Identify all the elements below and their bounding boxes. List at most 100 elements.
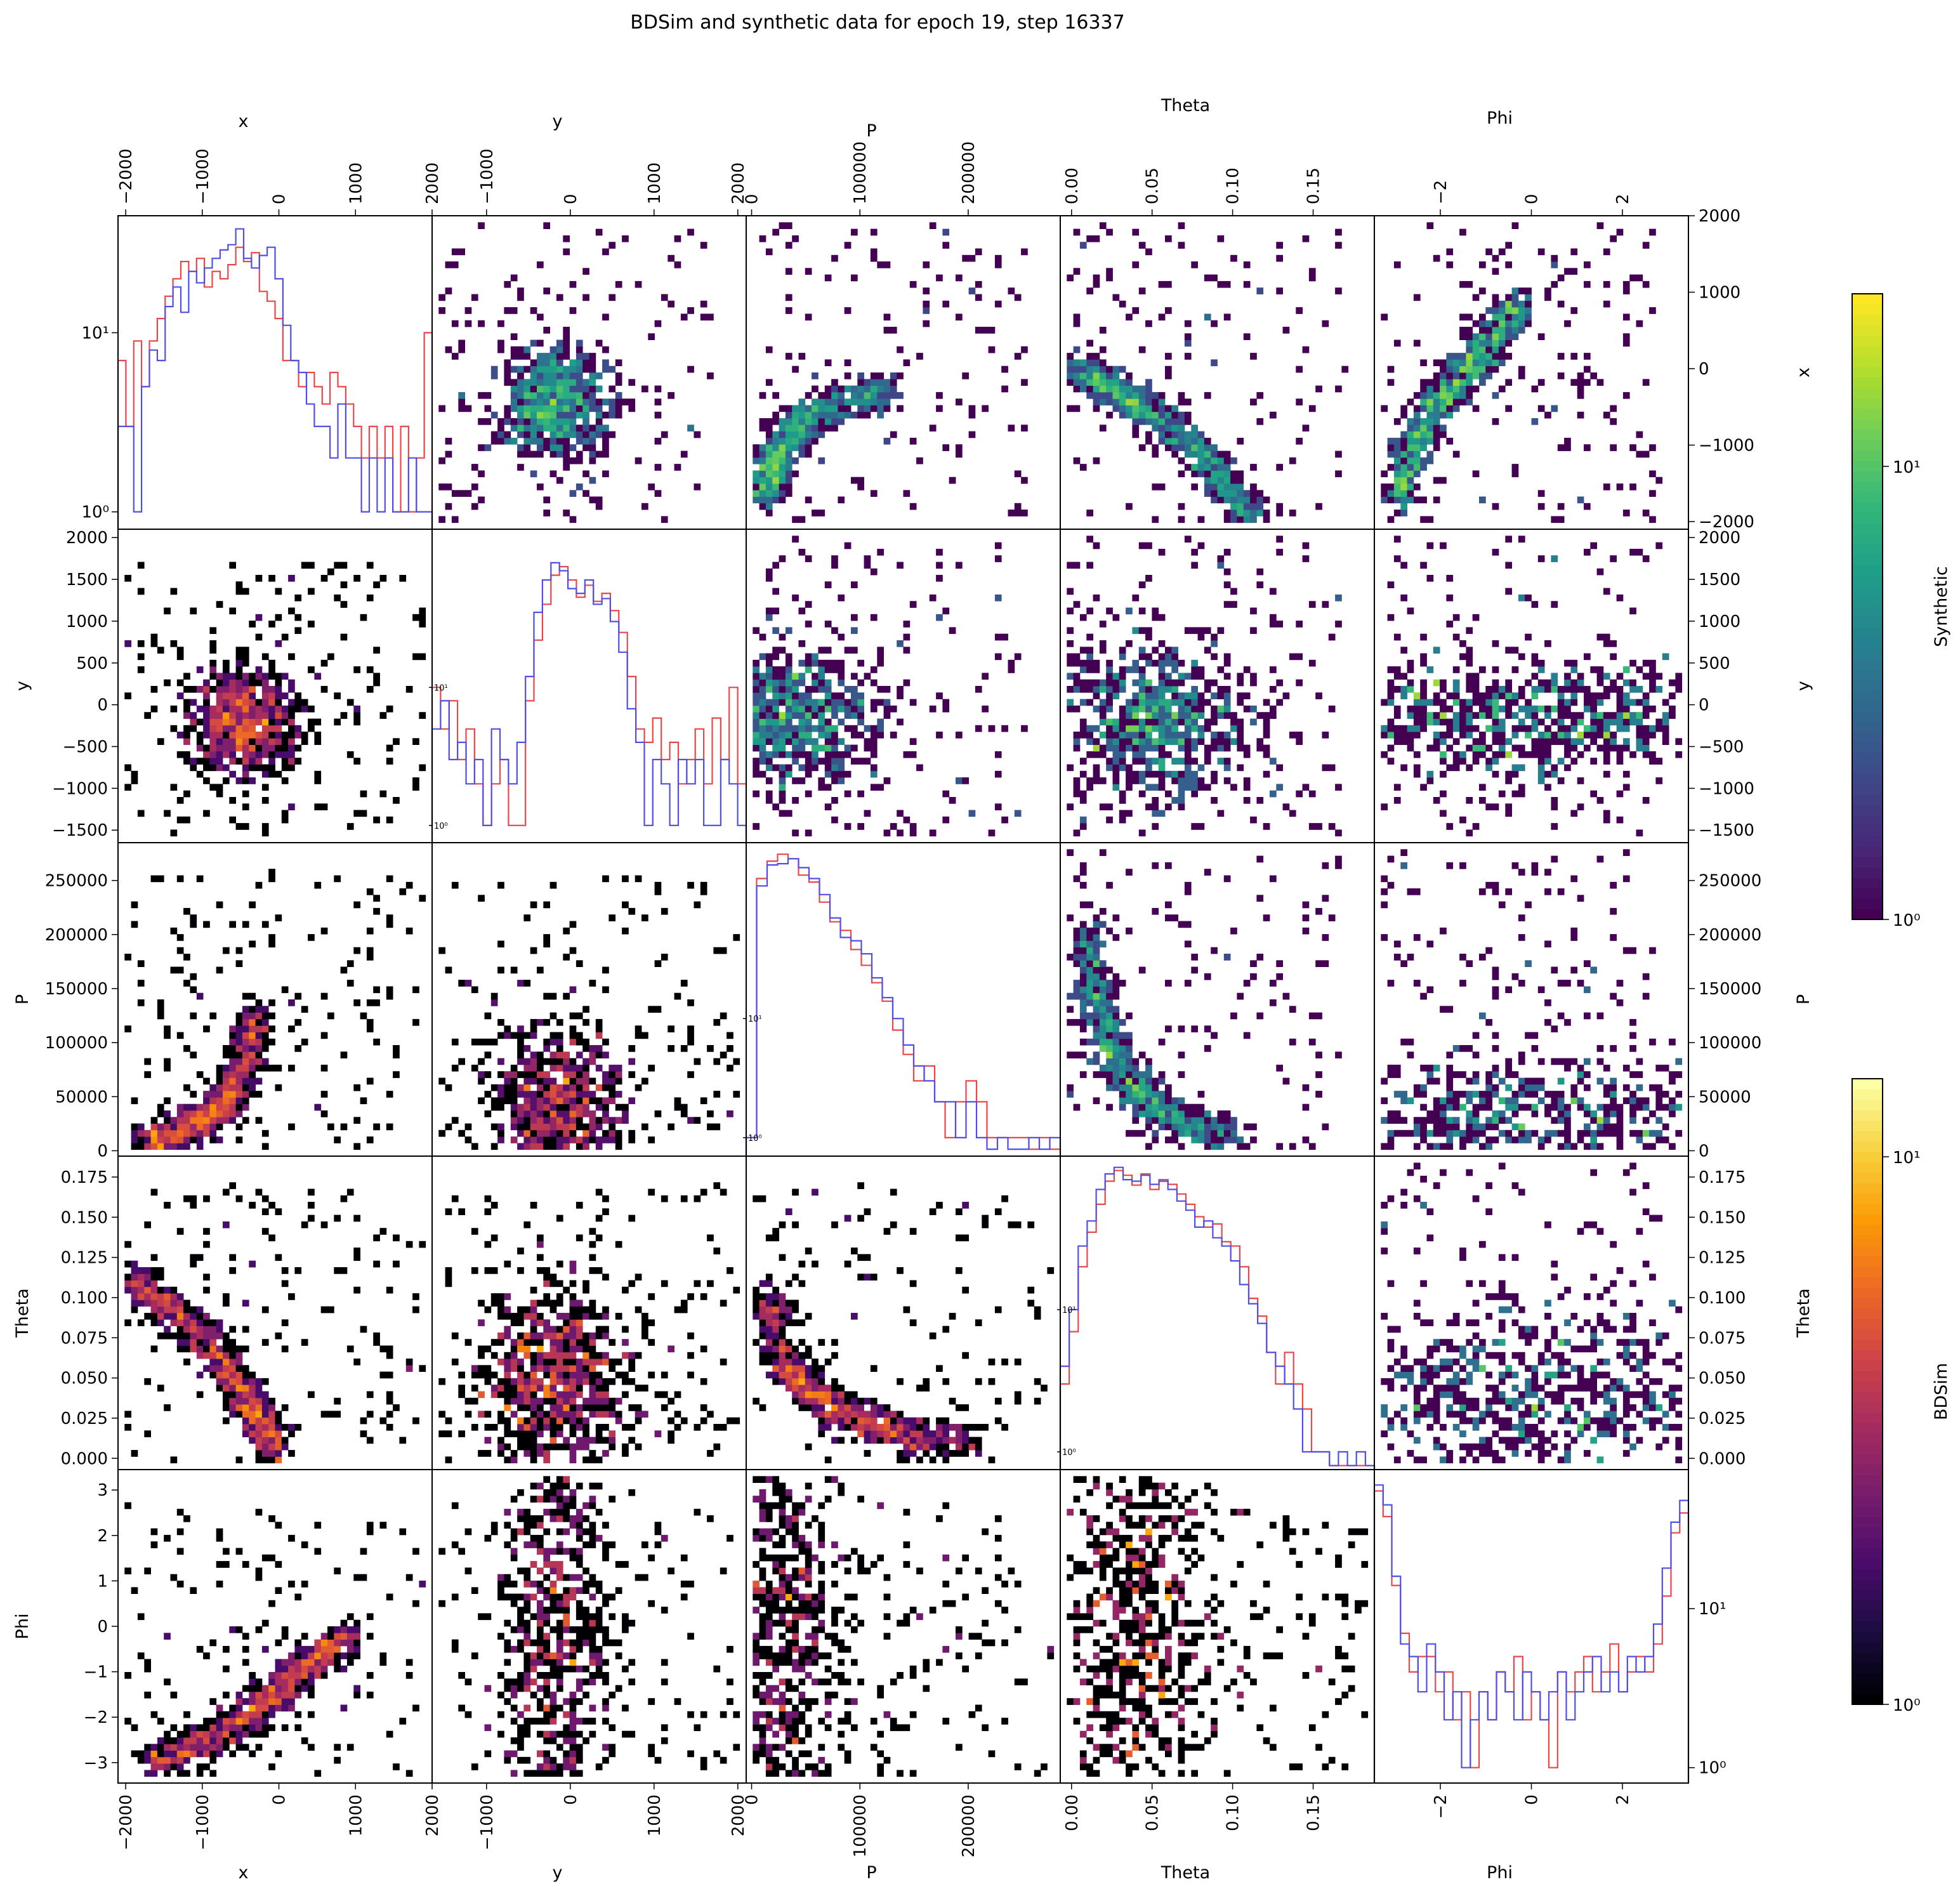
synthetic-bin (1440, 405, 1447, 412)
synthetic-bin (1112, 980, 1120, 987)
synthetic-bin (1165, 425, 1172, 431)
synthetic-bin (1472, 353, 1480, 360)
bdsim-bin (176, 751, 184, 758)
synthetic-bin (576, 398, 583, 405)
synthetic-bin (1537, 764, 1545, 772)
synthetic-bin (1099, 980, 1107, 987)
synthetic-bin (1610, 235, 1617, 242)
synthetic-bin (831, 732, 838, 739)
bdsim-bin (249, 1058, 256, 1065)
bdsim-bin (255, 633, 263, 641)
synthetic-bin (1596, 673, 1604, 680)
bdsim-bin (268, 1424, 275, 1431)
synthetic-bin (1426, 457, 1434, 464)
synthetic-bin (582, 418, 589, 425)
bdsim-bin (490, 1038, 498, 1046)
bdsim-bin (602, 1038, 609, 1046)
synthetic-bin (785, 484, 793, 490)
synthetic-bin (1393, 510, 1401, 517)
synthetic-bin (1263, 725, 1270, 732)
synthetic-bin (1669, 1038, 1676, 1046)
synthetic-bin (982, 405, 989, 412)
bdsim-bin (445, 966, 452, 974)
synthetic-bin (1230, 718, 1237, 726)
bdsim-bin (576, 1103, 583, 1111)
bdsim-bin (399, 1437, 407, 1444)
synthetic-bin (903, 633, 911, 641)
synthetic-bin (1564, 1018, 1571, 1026)
synthetic-bin (661, 516, 668, 523)
synthetic-bin (1426, 1117, 1434, 1124)
synthetic-bin (1596, 379, 1604, 386)
synthetic-bin (1145, 725, 1152, 732)
synthetic-bin (824, 392, 832, 399)
synthetic-bin (838, 673, 845, 680)
bdsim-bin (235, 1103, 243, 1111)
bdsim-bin (543, 1058, 550, 1065)
bdsim-bin (223, 1117, 230, 1124)
synthetic-bin (1197, 673, 1205, 680)
synthetic-bin (1577, 732, 1584, 739)
bdsim-bin (176, 1143, 184, 1150)
synthetic-bin (1093, 1038, 1100, 1046)
synthetic-bin (1308, 790, 1316, 798)
bdsim-bin (497, 1103, 504, 1111)
synthetic-bin (1446, 372, 1454, 379)
bdsim-bin (209, 1091, 217, 1098)
synthetic-bin (1544, 287, 1551, 294)
synthetic-bin (1584, 1012, 1591, 1020)
bdsim-bin (589, 1058, 596, 1065)
synthetic-bin (1466, 379, 1473, 386)
bdsim-bin (275, 1064, 282, 1072)
synthetic-bin (1577, 1077, 1584, 1085)
bdsim-bin (615, 1091, 622, 1098)
synthetic-bin (1073, 562, 1081, 569)
bdsim-bin (176, 692, 184, 699)
synthetic-bin (1636, 1058, 1643, 1065)
synthetic-bin (1596, 718, 1604, 726)
bdsim-bin (314, 732, 322, 739)
synthetic-bin (1093, 666, 1100, 673)
synthetic-bin (975, 294, 982, 301)
synthetic-bin (1642, 280, 1650, 288)
synthetic-bin (831, 692, 838, 699)
synthetic-bin (589, 359, 596, 367)
synthetic-bin (451, 516, 459, 523)
synthetic-bin (1126, 405, 1133, 412)
synthetic-bin (765, 451, 773, 458)
synthetic-bin (1178, 744, 1185, 752)
bdsim-bin (595, 1084, 603, 1091)
bdsim-bin (288, 751, 295, 758)
synthetic-bin (1145, 1117, 1152, 1124)
synthetic-bin (792, 235, 799, 242)
bdsim-bin (216, 673, 223, 680)
synthetic-bin (1145, 248, 1152, 256)
bdsim-bin (353, 1117, 360, 1124)
synthetic-bin (1138, 758, 1146, 765)
synthetic-bin (909, 437, 917, 445)
synthetic-bin (1603, 1091, 1610, 1098)
synthetic-bin (1067, 353, 1074, 360)
synthetic-bin (765, 607, 773, 615)
bdsim-bin (223, 738, 230, 745)
synthetic-bin (1145, 758, 1152, 765)
synthetic-bin (1531, 659, 1539, 667)
bdsim-bin (543, 1018, 550, 1026)
synthetic-bin (1537, 1136, 1545, 1143)
synthetic-bin (537, 431, 544, 438)
bdsim-bin (268, 1038, 275, 1046)
synthetic-bin (1413, 470, 1421, 478)
synthetic-bin (1407, 484, 1414, 490)
synthetic-bin (1145, 744, 1152, 752)
synthetic-bin (556, 477, 563, 484)
bdsim-bin (275, 1437, 282, 1444)
synthetic-bin (530, 431, 537, 438)
synthetic-bin (504, 411, 511, 419)
synthetic-bin (1165, 901, 1172, 909)
bdsim-bin (366, 686, 374, 693)
synthetic-bin (1126, 503, 1133, 510)
synthetic-bin (576, 379, 583, 386)
synthetic-bin (1191, 659, 1198, 667)
synthetic-bin (1387, 437, 1395, 445)
synthetic-bin (1433, 647, 1440, 654)
